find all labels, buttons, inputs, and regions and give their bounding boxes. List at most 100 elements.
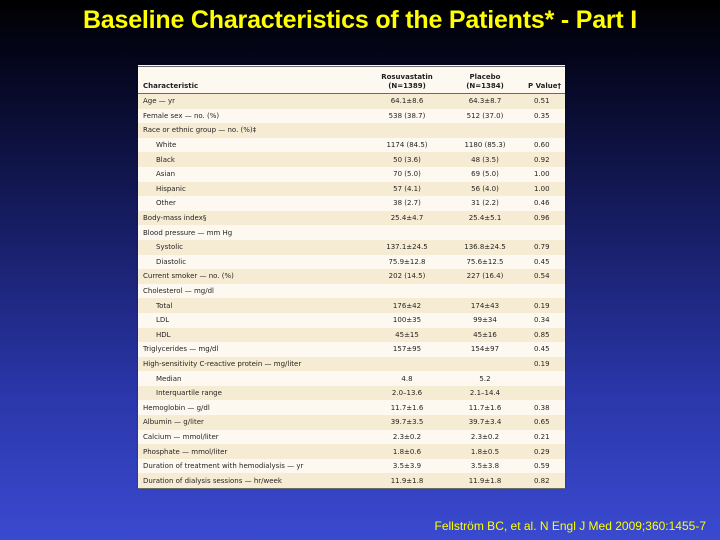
row-characteristic: Diastolic — [138, 254, 368, 270]
row-characteristic: Duration of treatment with hemodialysis … — [138, 458, 368, 474]
row-p-value: 0.19 — [524, 298, 565, 313]
row-rosuvastatin-value: 2.3±0.2 — [368, 429, 446, 445]
row-placebo-value: 64.3±8.7 — [446, 93, 524, 109]
row-characteristic: Triglycerides — mg/dl — [138, 342, 368, 357]
row-placebo-value: 31 (2.2) — [446, 196, 524, 211]
table-row: Current smoker — no. (%) 202 (14.5) 227 (1… — [138, 269, 565, 284]
row-rosuvastatin-value: 1174 (84.5) — [368, 137, 446, 153]
row-placebo-value: 39.7±3.4 — [446, 415, 524, 430]
row-placebo-value: 99±34 — [446, 312, 524, 328]
row-p-value: 0.96 — [524, 210, 565, 226]
row-rosuvastatin-value — [368, 283, 446, 299]
row-characteristic: Current smoker — no. (%) — [138, 269, 368, 284]
row-p-value: 0.60 — [524, 137, 565, 153]
row-placebo-value: 1180 (85.3) — [446, 137, 524, 153]
table-row: White 1174 (84.5) 1180 (85.3) 0.60 — [138, 137, 565, 153]
row-placebo-value: 512 (37.0) — [446, 108, 524, 124]
row-rosuvastatin-value: 64.1±8.6 — [368, 93, 446, 109]
row-placebo-value: 56 (4.0) — [446, 181, 524, 197]
column-header-rosuvastatin: Rosuvastatin (N=1389) — [368, 66, 446, 94]
table-row: Race or ethnic group — no. (%)‡ — [138, 123, 565, 138]
row-placebo-value: 11.7±1.6 — [446, 400, 524, 416]
row-characteristic: Systolic — [138, 239, 368, 255]
row-placebo-value: 5.2 — [446, 371, 524, 386]
row-rosuvastatin-value: 45±15 — [368, 327, 446, 343]
row-characteristic: Other — [138, 196, 368, 211]
row-placebo-value — [446, 123, 524, 138]
row-characteristic: Hemoglobin — g/dl — [138, 400, 368, 416]
row-p-value: 0.34 — [524, 312, 565, 328]
baseline-characteristics-table-panel: Characteristic Rosuvastatin (N=1389) Plac… — [138, 65, 565, 490]
row-characteristic: Interquartile range — [138, 385, 368, 401]
row-placebo-value — [446, 356, 524, 372]
row-p-value: 1.00 — [524, 181, 565, 197]
row-characteristic: LDL — [138, 312, 368, 328]
row-p-value — [524, 283, 565, 299]
row-placebo-value — [446, 225, 524, 240]
row-characteristic: Albumin — g/liter — [138, 415, 368, 430]
rosuvastatin-label: Rosuvastatin — [381, 73, 433, 81]
row-p-value: 0.54 — [524, 269, 565, 284]
row-rosuvastatin-value: 25.4±4.7 — [368, 210, 446, 226]
row-rosuvastatin-value: 2.0–13.6 — [368, 385, 446, 401]
row-rosuvastatin-value — [368, 225, 446, 240]
table-row: Duration of treatment with hemodialysis … — [138, 458, 565, 474]
table-row: Asian 70 (5.0) 69 (5.0) 1.00 — [138, 166, 565, 182]
row-characteristic: White — [138, 137, 368, 153]
table-header-row: Characteristic Rosuvastatin (N=1389) Plac… — [138, 66, 565, 94]
column-header-placebo: Placebo (N=1384) — [446, 66, 524, 94]
row-placebo-value: 154±97 — [446, 342, 524, 357]
row-characteristic: Female sex — no. (%) — [138, 108, 368, 124]
row-p-value: 0.51 — [524, 93, 565, 109]
row-p-value — [524, 385, 565, 401]
row-rosuvastatin-value: 157±95 — [368, 342, 446, 357]
row-placebo-value: 45±16 — [446, 327, 524, 343]
row-placebo-value: 69 (5.0) — [446, 166, 524, 182]
row-rosuvastatin-value: 3.5±3.9 — [368, 458, 446, 474]
row-placebo-value: 227 (16.4) — [446, 269, 524, 284]
rosuvastatin-n: (N=1389) — [388, 82, 426, 90]
row-p-value: 0.38 — [524, 400, 565, 416]
row-characteristic: Asian — [138, 166, 368, 182]
row-characteristic: Blood pressure — mm Hg — [138, 225, 368, 240]
row-characteristic: Total — [138, 298, 368, 313]
row-placebo-value: 11.9±1.8 — [446, 473, 524, 490]
table-row: Total 176±42 174±43 0.19 — [138, 298, 565, 313]
row-characteristic: Duration of dialysis sessions — hr/week — [138, 473, 368, 490]
row-p-value: 1.00 — [524, 166, 565, 182]
row-characteristic: Cholesterol — mg/dl — [138, 283, 368, 299]
row-characteristic: Age — yr — [138, 93, 368, 109]
table-row: Female sex — no. (%) 538 (38.7) 512 (37.0)… — [138, 108, 565, 124]
table-row: Cholesterol — mg/dl — [138, 283, 565, 299]
table-row: Median 4.8 5.2 — [138, 371, 565, 386]
table-row: High-sensitivity C-reactive protein — mg… — [138, 356, 565, 372]
row-p-value: 0.92 — [524, 152, 565, 167]
row-rosuvastatin-value: 50 (3.6) — [368, 152, 446, 167]
row-characteristic: Black — [138, 152, 368, 167]
row-p-value: 0.46 — [524, 196, 565, 211]
row-placebo-value — [446, 283, 524, 299]
table-body: Age — yr 64.1±8.6 64.3±8.7 0.51 Female sex —… — [138, 93, 565, 490]
row-rosuvastatin-value: 75.9±12.8 — [368, 254, 446, 270]
row-rosuvastatin-value: 202 (14.5) — [368, 269, 446, 284]
placebo-n: (N=1384) — [466, 82, 504, 90]
row-characteristic: Race or ethnic group — no. (%)‡ — [138, 123, 368, 138]
table-row: Calcium — mmol/liter 2.3±0.2 2.3±0.2 0.21 — [138, 429, 565, 445]
table-row: Body-mass index§ 25.4±4.7 25.4±5.1 0.96 — [138, 210, 565, 226]
row-rosuvastatin-value: 538 (38.7) — [368, 108, 446, 124]
row-p-value — [524, 123, 565, 138]
row-p-value: 0.35 — [524, 108, 565, 124]
row-p-value: 0.21 — [524, 429, 565, 445]
row-rosuvastatin-value: 100±35 — [368, 312, 446, 328]
table-row: Blood pressure — mm Hg — [138, 225, 565, 240]
row-placebo-value: 2.1–14.4 — [446, 385, 524, 401]
column-header-characteristic: Characteristic — [138, 66, 368, 94]
table-row: Interquartile range 2.0–13.6 2.1–14.4 — [138, 385, 565, 401]
row-p-value: 0.29 — [524, 444, 565, 459]
row-rosuvastatin-value: 57 (4.1) — [368, 181, 446, 197]
row-p-value: 0.45 — [524, 342, 565, 357]
row-p-value: 0.59 — [524, 458, 565, 474]
row-rosuvastatin-value: 4.8 — [368, 371, 446, 386]
table-row: LDL 100±35 99±34 0.34 — [138, 312, 565, 328]
row-placebo-value: 3.5±3.8 — [446, 458, 524, 474]
